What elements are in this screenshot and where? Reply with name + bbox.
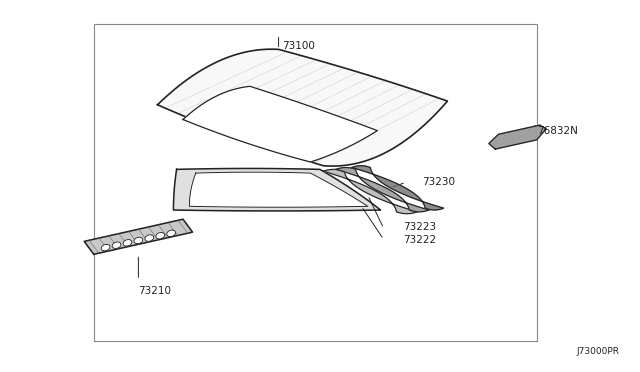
Polygon shape: [157, 49, 447, 166]
Bar: [94, 23, 537, 341]
Ellipse shape: [156, 232, 164, 239]
Polygon shape: [84, 219, 193, 254]
Ellipse shape: [167, 230, 175, 237]
Ellipse shape: [123, 240, 132, 246]
Polygon shape: [173, 169, 381, 211]
Ellipse shape: [101, 244, 110, 251]
Polygon shape: [323, 169, 417, 214]
Text: 73210: 73210: [138, 286, 172, 296]
Ellipse shape: [134, 237, 143, 244]
Polygon shape: [189, 172, 368, 207]
Polygon shape: [352, 166, 444, 210]
Ellipse shape: [145, 235, 154, 241]
Polygon shape: [183, 86, 378, 162]
Polygon shape: [489, 125, 546, 149]
Polygon shape: [336, 167, 429, 212]
Text: 76832N: 76832N: [537, 126, 577, 136]
Ellipse shape: [112, 242, 121, 248]
Text: 73223: 73223: [403, 222, 436, 232]
Text: J73000PR: J73000PR: [577, 347, 620, 356]
Text: 73100: 73100: [282, 41, 315, 51]
Text: 73230: 73230: [422, 177, 455, 187]
Text: 73222: 73222: [403, 234, 436, 244]
